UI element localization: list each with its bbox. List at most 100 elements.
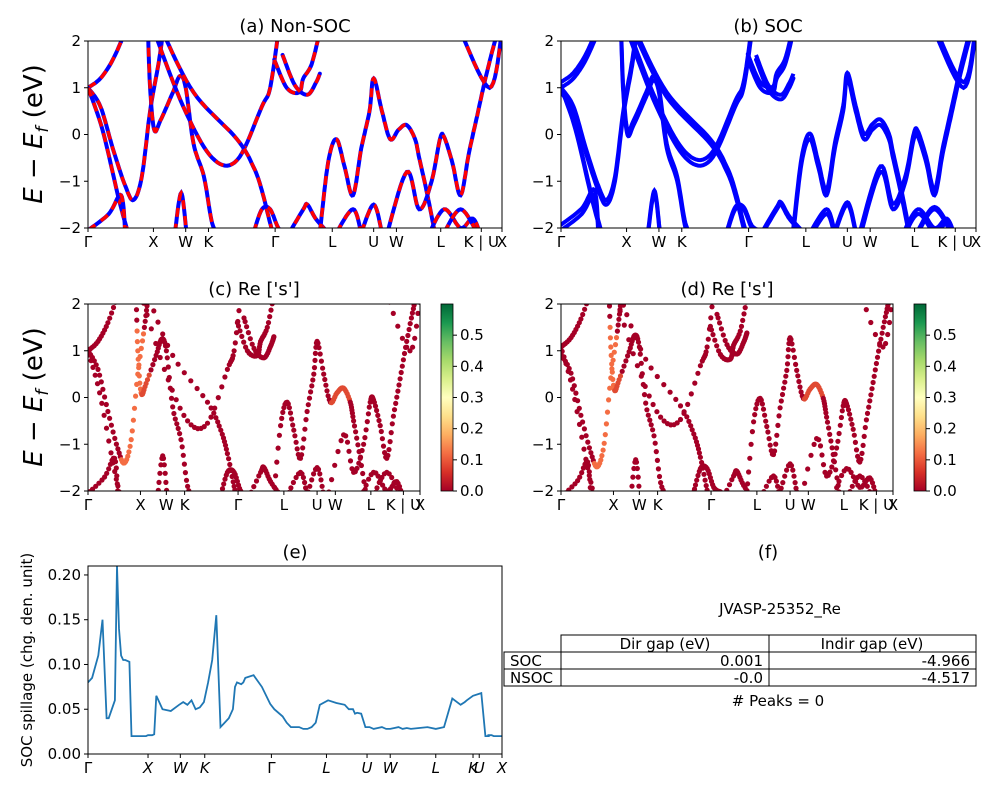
projection-point	[361, 441, 367, 447]
projection-point	[643, 356, 649, 362]
projection-point	[243, 492, 248, 497]
panel-d-colorbar-ticks: 0.0 0.1 0.2 0.3 0.4 0.5	[926, 326, 957, 500]
projection-point	[115, 493, 120, 498]
projection-point	[658, 414, 664, 420]
projection-point	[890, 288, 895, 293]
projection-point	[215, 395, 221, 401]
projection-point	[692, 482, 699, 488]
projection-point	[722, 493, 727, 498]
projection-point	[834, 485, 840, 491]
projection-point	[141, 304, 147, 306]
projection-point	[346, 448, 352, 454]
projection-point	[763, 418, 769, 424]
projection-point	[230, 353, 236, 359]
table-row-nsoc-indir: -4.517	[922, 669, 970, 687]
projection-point	[391, 479, 397, 486]
panel-c-ytick-label: 1	[71, 342, 81, 360]
panel-b-xtick-label: K | U	[938, 233, 973, 251]
projection-point	[587, 485, 593, 491]
projection-point	[697, 363, 704, 369]
projection-point	[107, 415, 113, 421]
projection-point	[378, 428, 384, 435]
projection-point	[94, 381, 101, 387]
projection-point	[795, 373, 801, 379]
panel-d-ytick-label: 2	[544, 295, 554, 313]
projection-point	[695, 446, 702, 452]
projection-point	[762, 412, 768, 418]
projection-point	[849, 421, 855, 427]
projection-point	[226, 456, 232, 462]
projection-point	[717, 320, 723, 326]
band-line	[813, 211, 835, 228]
projection-point	[686, 418, 692, 424]
projection-point	[322, 376, 328, 383]
projection-point	[848, 469, 854, 475]
panel-a-xtick-label: K | U	[464, 233, 499, 251]
projection-point	[598, 457, 604, 463]
projection-point	[391, 407, 398, 413]
projection-point	[307, 483, 313, 489]
projection-point	[172, 416, 178, 422]
projection-point	[362, 435, 368, 441]
projection-point	[324, 388, 330, 394]
projection-point	[318, 477, 324, 483]
projection-point	[320, 489, 326, 491]
panel-f-material: JVASP-25352_Re	[718, 600, 841, 619]
projection-point	[609, 369, 615, 375]
panel-c-xtick-label: W	[328, 496, 343, 514]
projection-point	[393, 400, 399, 406]
projection-point	[684, 414, 690, 420]
projection-point	[293, 439, 299, 445]
projection-point	[242, 319, 248, 325]
panel-a-xtick-label: W	[178, 233, 193, 251]
projection-point	[325, 393, 331, 399]
projection-point	[588, 497, 593, 502]
panel-d-xtick-label: U	[785, 496, 796, 514]
projection-point	[385, 452, 391, 459]
projection-point	[710, 332, 716, 338]
projection-point	[652, 440, 658, 446]
band-line	[290, 201, 327, 228]
band-line	[361, 202, 383, 228]
panel-e-ylabel: SOC spillage (chg. den. unit)	[18, 553, 36, 768]
projection-point	[638, 346, 644, 352]
projection-point	[125, 453, 131, 459]
projection-point	[718, 502, 723, 507]
projection-point	[794, 489, 800, 491]
projection-point	[114, 473, 120, 479]
projection-point	[175, 425, 181, 432]
projection-point	[794, 367, 800, 373]
panel-c-ytick-label: 2	[71, 295, 81, 313]
projection-point	[561, 354, 567, 360]
projection-point	[222, 374, 228, 380]
projection-point	[107, 461, 113, 467]
projection-point	[861, 433, 867, 439]
panel-b-xtick-label: X	[971, 233, 981, 251]
band-line	[860, 41, 972, 228]
projection-point	[90, 364, 96, 370]
projection-point	[175, 361, 181, 367]
projection-point	[308, 389, 314, 395]
projection-point	[836, 430, 842, 437]
projection-point	[642, 383, 648, 389]
projection-point	[820, 462, 827, 468]
projection-point	[705, 336, 711, 342]
projection-point	[279, 415, 285, 421]
projection-point	[607, 324, 613, 330]
projection-point	[745, 481, 751, 487]
projection-point	[144, 377, 151, 383]
projection-point	[576, 421, 583, 427]
projection-point	[587, 476, 593, 483]
band-line	[561, 192, 600, 228]
band-line	[146, 41, 216, 228]
projection-point	[300, 445, 306, 451]
projection-point	[836, 489, 842, 491]
projection-point	[758, 397, 764, 403]
band-line	[834, 202, 857, 228]
projection-point	[650, 401, 656, 408]
projection-point	[389, 474, 395, 481]
